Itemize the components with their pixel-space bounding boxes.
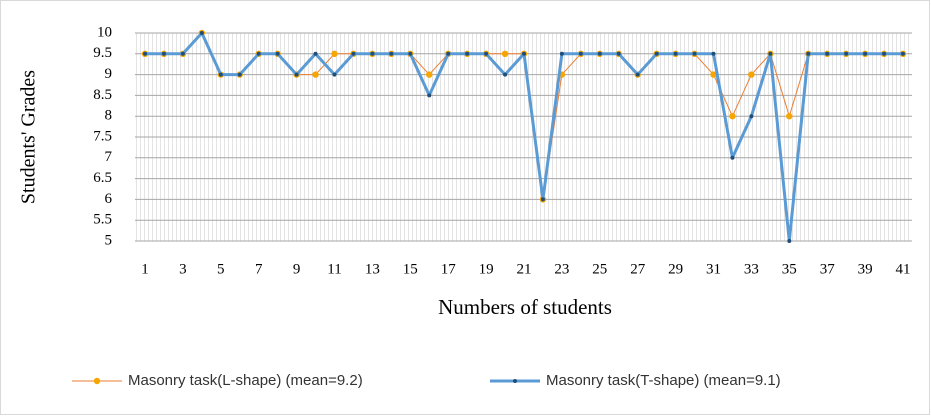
point-marker <box>597 51 602 56</box>
point-marker <box>768 51 773 56</box>
legend-marker <box>513 379 517 383</box>
y-tick-label: 6 <box>105 191 113 207</box>
y-tick-label: 6.5 <box>93 170 112 186</box>
x-tick-label: 11 <box>327 261 341 277</box>
x-tick-label: 39 <box>858 261 873 277</box>
x-axis-title: Numbers of students <box>438 295 612 319</box>
point-marker <box>312 71 319 78</box>
point-marker <box>426 71 433 78</box>
point-marker <box>654 51 659 56</box>
point-marker <box>748 71 755 78</box>
point-marker <box>692 51 697 56</box>
point-marker <box>275 51 280 56</box>
x-tick-label: 1 <box>141 261 149 277</box>
x-tick-label: 19 <box>479 261 494 277</box>
point-marker <box>730 155 735 160</box>
y-axis-title: Students' Grades <box>18 70 40 204</box>
point-marker <box>786 113 793 120</box>
y-tick-label: 9 <box>105 66 113 82</box>
point-marker <box>332 72 337 77</box>
point-marker <box>427 93 432 98</box>
point-marker <box>729 113 736 120</box>
y-tick-label: 5.5 <box>93 212 112 228</box>
point-marker <box>522 51 526 56</box>
point-marker <box>256 51 261 56</box>
x-tick-label: 31 <box>706 261 721 277</box>
point-marker <box>749 114 754 119</box>
point-marker <box>578 51 583 56</box>
point-marker <box>143 51 147 56</box>
x-tick-label: 33 <box>744 261 759 277</box>
x-tick-label: 13 <box>365 261 380 277</box>
x-tick-label: 15 <box>403 261 418 277</box>
point-marker <box>844 51 849 56</box>
x-tick-label: 27 <box>630 261 646 277</box>
point-marker <box>408 51 413 56</box>
x-tick-label: 7 <box>255 261 263 277</box>
point-marker <box>806 51 811 56</box>
x-tick-label: 21 <box>517 261 532 277</box>
lines <box>141 29 907 243</box>
point-marker <box>673 51 678 56</box>
legend: Masonry task(L-shape) (mean=9.2) Masonry … <box>72 372 781 389</box>
x-tick-label: 25 <box>592 261 607 277</box>
point-marker <box>161 51 166 56</box>
y-tick-label: 10 <box>97 24 112 40</box>
x-tick-label: 5 <box>217 261 225 277</box>
point-marker <box>711 51 716 56</box>
x-tick-label: 23 <box>554 261 569 277</box>
point-marker <box>484 51 489 56</box>
point-marker <box>218 72 223 77</box>
point-marker <box>446 51 451 56</box>
x-tick-label: 29 <box>668 261 683 277</box>
point-marker <box>180 51 185 56</box>
x-tick-label: 35 <box>782 261 797 277</box>
point-marker <box>294 72 299 77</box>
y-tick-label: 7 <box>105 149 113 165</box>
point-marker <box>503 72 508 77</box>
point-marker <box>616 51 621 56</box>
point-marker <box>635 72 640 77</box>
point-marker <box>370 51 375 56</box>
point-marker <box>199 31 204 35</box>
point-marker <box>559 51 564 56</box>
point-marker <box>901 51 905 56</box>
point-marker <box>331 50 338 57</box>
point-marker <box>313 51 318 56</box>
point-marker <box>501 50 509 57</box>
point-marker <box>351 51 356 56</box>
x-tick-label: 3 <box>179 261 187 277</box>
y-tick-label: 9.5 <box>93 45 112 61</box>
legend-label: Masonry task(T-shape) (mean=9.1) <box>546 372 781 389</box>
y-tick-label: 7.5 <box>93 128 112 144</box>
point-marker <box>237 72 242 77</box>
legend-label: Masonry task(L-shape) (mean=9.2) <box>128 372 363 389</box>
point-marker <box>882 51 887 56</box>
point-marker <box>825 51 830 56</box>
x-tick-label: 41 <box>896 261 911 277</box>
point-marker <box>710 71 717 78</box>
y-tick-label: 5 <box>105 232 113 248</box>
x-tick-label: 17 <box>441 261 457 277</box>
legend-marker <box>93 377 101 385</box>
x-tick-label: 9 <box>293 261 301 277</box>
point-marker <box>389 51 394 56</box>
y-tick-label: 8.5 <box>93 87 112 103</box>
point-marker <box>465 51 470 56</box>
point-marker <box>787 239 792 243</box>
point-marker <box>863 51 868 56</box>
point-marker <box>540 197 545 202</box>
x-tick-label: 37 <box>820 261 836 277</box>
y-tick-label: 8 <box>105 108 113 124</box>
